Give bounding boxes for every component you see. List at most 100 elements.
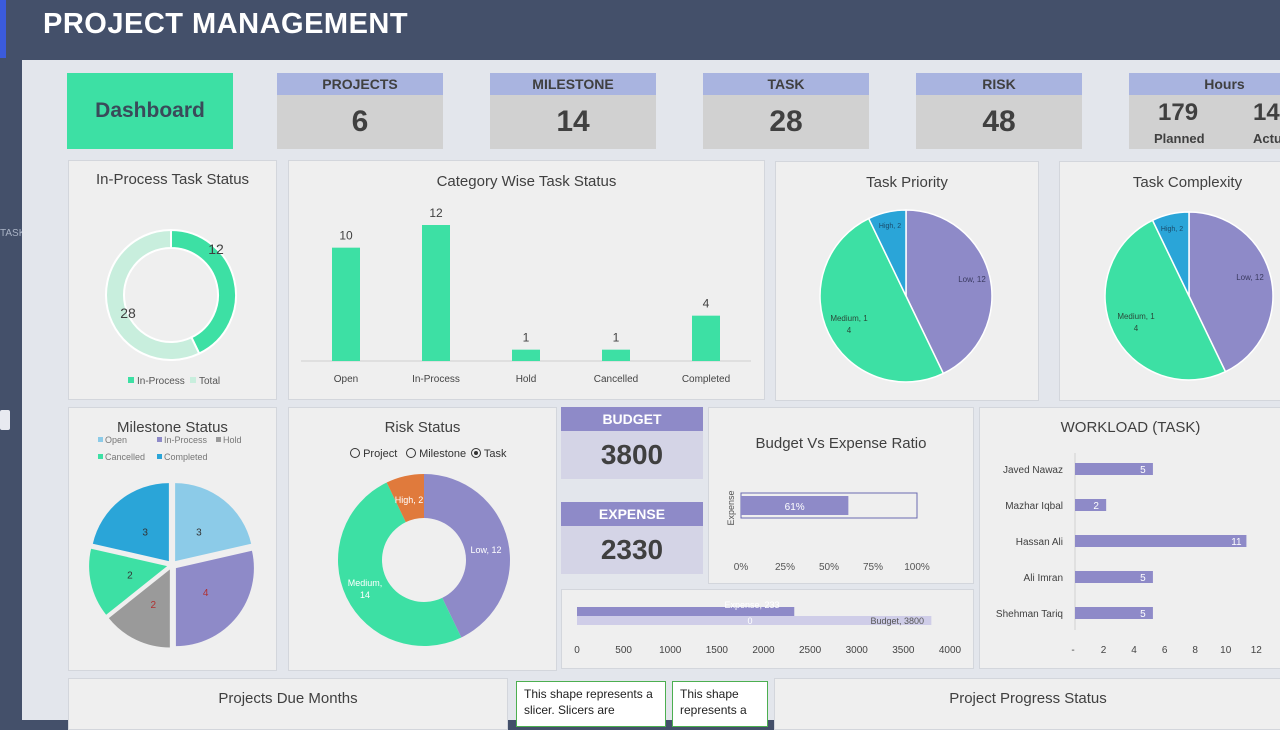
workload-value-1: 2 xyxy=(1093,501,1099,512)
expense-card: EXPENSE 2330 xyxy=(561,502,703,574)
slicer-placeholder-1-text: This shape represents a slicer. Slicers … xyxy=(524,687,653,717)
workload-tick-5: 10 xyxy=(1220,645,1232,656)
kpi-hours: Hours 179 Planned 14 Actu xyxy=(1129,73,1280,149)
workload-bar-0 xyxy=(1075,463,1153,475)
slicer-placeholder-2-text: This shape represents a xyxy=(680,687,747,717)
milestone-slice-in-process-label: 4 xyxy=(203,588,209,599)
workload-value-0: 5 xyxy=(1140,465,1146,476)
risk-label-low: Low, 12 xyxy=(470,545,501,555)
category-value-0: 10 xyxy=(339,229,353,243)
legend-hold: Hold xyxy=(223,435,242,445)
radio-project-icon xyxy=(350,448,360,458)
workload-value-4: 5 xyxy=(1140,609,1146,620)
budget-value: 3800 xyxy=(561,431,703,479)
sheet-accent xyxy=(0,0,6,82)
budget-bars-tick-4: 2000 xyxy=(752,645,775,656)
in-process-title: In-Process Task Status xyxy=(95,171,250,188)
priority-label-medium: Medium, 1 xyxy=(830,314,868,323)
expense-label: EXPENSE xyxy=(561,502,703,526)
left-nav-strip xyxy=(0,58,22,720)
milestone-slice-completed xyxy=(92,483,169,562)
risk-slice-high xyxy=(386,474,424,523)
budget-bar-zero: 0 xyxy=(747,616,752,626)
risk-option-project-label: Project xyxy=(363,448,398,460)
ratio-tick-3: 75% xyxy=(863,562,883,573)
workload-title: WORKLOAD (TASK) xyxy=(1060,419,1201,436)
workload-bar-4 xyxy=(1075,607,1153,619)
budget-bars-tick-7: 3500 xyxy=(892,645,915,656)
priority-label-medium-value: 4 xyxy=(847,326,852,335)
risk-option-milestone-label: Milestone xyxy=(419,448,467,460)
category-value-1: 12 xyxy=(429,206,443,220)
budget-bars-tick-2: 1000 xyxy=(659,645,682,656)
radio-milestone-icon xyxy=(406,448,416,458)
legend-in-process: In-Process xyxy=(137,376,185,387)
legend-swatch-in-process xyxy=(157,437,162,442)
donut-label-in-process: 12 xyxy=(208,241,224,257)
workload-name-4: Shehman Tariq xyxy=(996,609,1063,620)
donut-slice-total xyxy=(105,228,201,361)
budget-bars-chart: Expense, 233 Budget, 3800 0 0 500 1000 1500 200… xyxy=(574,600,961,656)
category-tick-2: Hold xyxy=(516,374,537,385)
milestone-slice-open-label: 3 xyxy=(196,527,202,538)
risk-option-task-label: Task xyxy=(483,448,507,460)
priority-slice-medium xyxy=(819,217,945,383)
left-tab-label[interactable]: TASK xyxy=(0,228,26,239)
risk-option-milestone[interactable]: Milestone xyxy=(406,448,466,460)
workload-value-3: 5 xyxy=(1140,573,1146,584)
budget-bars-tick-6: 3000 xyxy=(846,645,869,656)
category-value-2: 1 xyxy=(523,331,530,345)
category-title: Category Wise Task Status xyxy=(436,173,617,190)
milestone-slice-completed-label: 3 xyxy=(142,527,148,538)
milestone-slice-open xyxy=(175,483,252,562)
due-months-title: Projects Due Months xyxy=(218,690,358,707)
category-value-3: 1 xyxy=(613,331,620,345)
hours-actual-value: 14 xyxy=(1253,99,1280,126)
complexity-title: Task Complexity xyxy=(1132,174,1243,191)
complexity-slice-low xyxy=(1188,211,1274,373)
category-panel: Category Wise Task Status 10 Open 12 In-Pro… xyxy=(288,160,765,400)
budget-bars-panel: Expense, 233 Budget, 3800 0 0 500 1000 1500 200… xyxy=(561,589,974,669)
slicer-placeholder-1[interactable]: This shape represents a slicer. Slicers … xyxy=(516,681,666,727)
risk-option-task[interactable]: Task xyxy=(471,448,506,460)
donut-slice-in-process xyxy=(170,228,237,355)
donut-label-total: 28 xyxy=(120,305,136,321)
budget-card: BUDGET 3800 xyxy=(561,407,703,479)
ratio-tick-1: 25% xyxy=(775,562,795,573)
left-scroll-handle[interactable] xyxy=(0,410,10,430)
dashboard-button[interactable]: Dashboard xyxy=(67,73,233,149)
risk-option-project[interactable]: Project xyxy=(350,448,397,460)
complexity-label-high: High, 2 xyxy=(1161,226,1183,233)
milestone-chart: Open In-Process Hold Cancelled Completed… xyxy=(89,435,254,648)
kpi-projects-label: PROJECTS xyxy=(277,73,443,95)
milestone-panel: Milestone Status Open In-Process Hold Ca… xyxy=(68,407,277,671)
budget-bar-label: Budget, 3800 xyxy=(870,616,924,626)
in-process-panel: In-Process Task Status 12 28 In-Process … xyxy=(68,160,277,400)
slicer-placeholder-2[interactable]: This shape represents a xyxy=(672,681,768,727)
category-chart: 10 Open 12 In-Process 1 Hold 1 Cancelled 4 Comple… xyxy=(301,206,751,385)
category-bar-1 xyxy=(422,225,450,361)
budget-label: BUDGET xyxy=(561,407,703,431)
risk-panel: Risk Status Project Milestone Task Low, … xyxy=(288,407,557,671)
complexity-chart: Low, 12 Medium, 1 4 High, 2 xyxy=(1104,211,1274,381)
legend-completed: Completed xyxy=(164,452,208,462)
hours-planned-label: Planned xyxy=(1154,131,1205,146)
priority-slice-high xyxy=(867,209,907,297)
kpi-milestone-label: MILESTONE xyxy=(490,73,656,95)
complexity-label-low: Low, 12 xyxy=(1236,273,1264,282)
workload-tick-4: 8 xyxy=(1192,645,1198,656)
kpi-hours-body xyxy=(1129,95,1280,149)
workload-bar-1 xyxy=(1075,499,1107,511)
kpi-projects-value: 6 xyxy=(277,95,443,149)
legend-swatch-hold xyxy=(216,437,221,442)
category-tick-0: Open xyxy=(334,374,358,385)
due-months-panel: Projects Due Months xyxy=(68,678,508,730)
ratio-panel: Budget Vs Expense Ratio Expense 61% 0% 25%… xyxy=(708,407,974,584)
ratio-ylabel: Expense xyxy=(726,490,736,525)
workload-tick-2: 4 xyxy=(1131,645,1137,656)
app-title: PROJECT MANAGEMENT xyxy=(43,8,409,40)
priority-slice-low xyxy=(905,209,993,375)
progress-title: Project Progress Status xyxy=(949,690,1107,707)
workload-tick-3: 6 xyxy=(1162,645,1168,656)
kpi-task-label: TASK xyxy=(703,73,869,95)
